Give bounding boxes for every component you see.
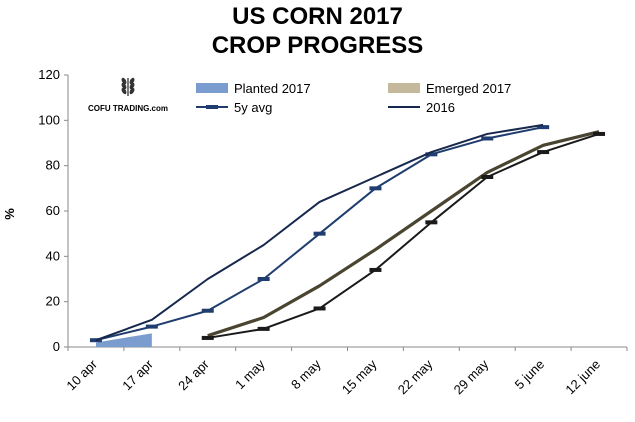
- data-point-2: [425, 152, 438, 157]
- data-point-4: [257, 326, 270, 331]
- y-tick-label: 80: [46, 158, 60, 173]
- wheat-icon-grain: [121, 77, 127, 85]
- title-line-2: CROP PROGRESS: [211, 32, 424, 59]
- x-tick-label: 5 june: [512, 357, 548, 393]
- legend-label-3: 2016: [426, 100, 455, 115]
- x-tick-label: 15 may: [339, 356, 380, 397]
- logo-text: COFU TRADING.com: [88, 104, 168, 113]
- x-tick-label: 8 may: [288, 356, 324, 392]
- data-point-4: [313, 306, 326, 311]
- wheat-icon-grain: [121, 87, 127, 95]
- data-point-4: [593, 131, 606, 136]
- data-point-4: [201, 335, 214, 340]
- legend-label-2: 5y avg: [234, 100, 272, 115]
- legend-swatch-0: [196, 83, 228, 93]
- data-point-2: [369, 186, 382, 191]
- data-point-4: [481, 175, 494, 179]
- legend: Planted 2017 Emerged 2017 5y avg 2016: [196, 81, 511, 115]
- data-point-4: [537, 150, 550, 155]
- wheat-icon-grain: [129, 87, 135, 95]
- legend-swatch-1: [388, 83, 420, 93]
- data-point-2: [537, 125, 550, 130]
- data-point-2: [257, 277, 270, 281]
- series-line-1: [207, 130, 600, 338]
- x-tick-label: 12 june: [562, 357, 603, 398]
- data-point-2: [481, 136, 494, 141]
- series-line-3: [95, 123, 544, 342]
- title-line-1: US CORN 2017: [232, 3, 403, 30]
- y-tick-label: 60: [46, 203, 60, 218]
- y-tick-label: 40: [46, 248, 60, 263]
- x-tick-label: 24 apr: [175, 356, 212, 393]
- y-tick-label: 20: [46, 294, 60, 309]
- data-point-4: [369, 267, 382, 272]
- y-tick-label: 100: [38, 112, 60, 127]
- wheat-icon-grain: [129, 82, 135, 90]
- y-tick-label: 0: [53, 339, 60, 354]
- x-tick-label: 29 may: [451, 356, 492, 397]
- wheat-icon-grain: [129, 77, 135, 85]
- y-axis-label: %: [2, 208, 17, 220]
- legend-marker-2: [206, 105, 218, 109]
- legend-label-1: Emerged 2017: [426, 81, 511, 96]
- wheat-icon-grain: [121, 82, 127, 90]
- logo: COFU TRADING.com: [88, 77, 168, 113]
- series-planted-area: [95, 333, 152, 347]
- chart-title: US CORN 2017 CROP PROGRESS: [0, 2, 635, 60]
- x-tick-label: 1 may: [232, 356, 268, 392]
- x-tick-label: 10 apr: [63, 356, 100, 393]
- x-tick-label: 17 apr: [119, 356, 156, 393]
- x-tick-label: 22 may: [395, 356, 436, 397]
- data-point-4: [425, 220, 438, 225]
- series-layer: [89, 123, 606, 347]
- data-point-2: [145, 324, 158, 329]
- y-tick-label: 120: [38, 67, 60, 82]
- data-point-2: [201, 308, 214, 313]
- data-point-2: [313, 231, 326, 236]
- series-line-4: [207, 132, 600, 339]
- legend-label-0: Planted 2017: [234, 81, 311, 96]
